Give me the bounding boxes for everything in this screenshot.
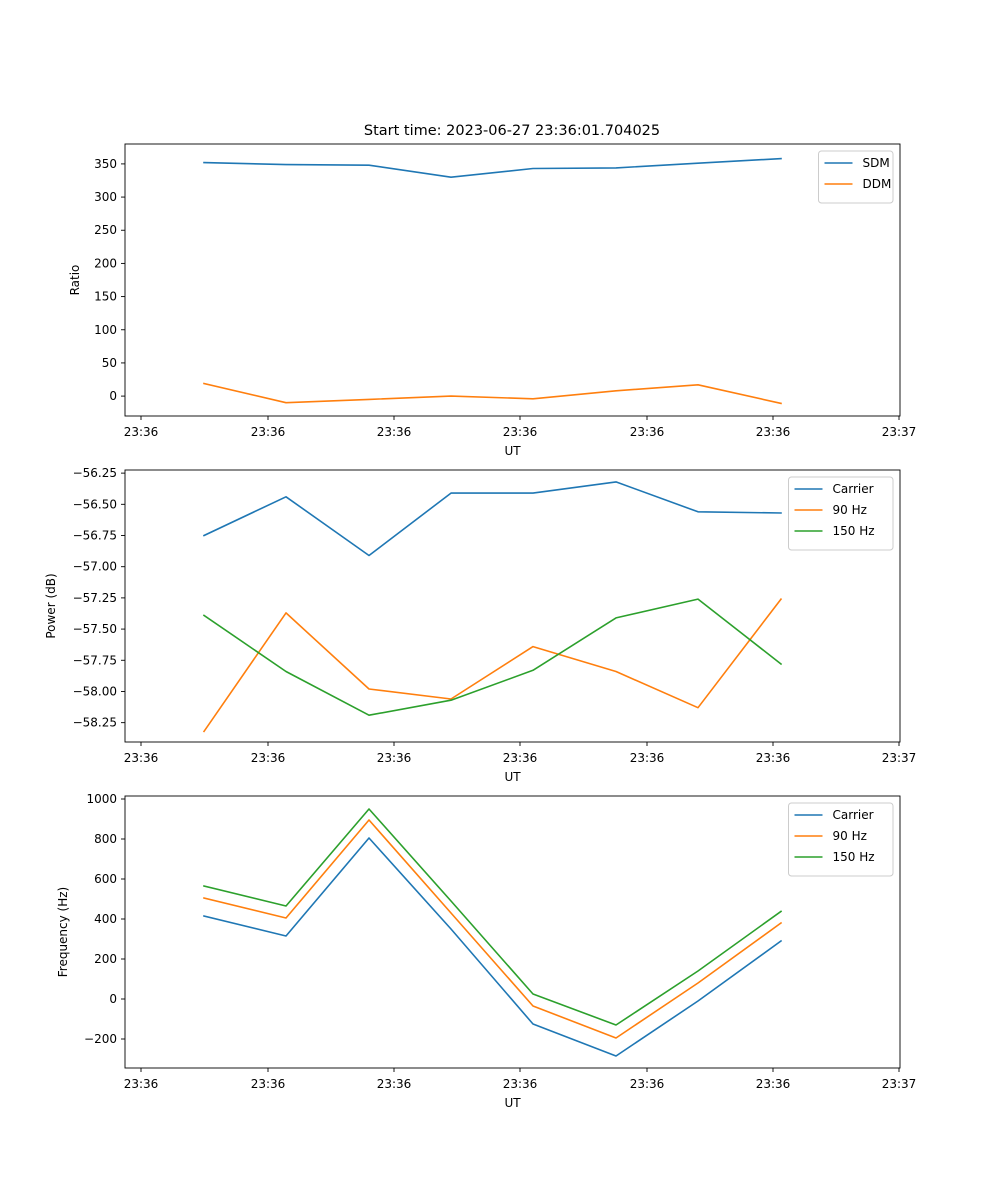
- panel-3-y-tick-label-4: 400: [94, 912, 117, 926]
- panel-1-y-tick-label-4: 150: [94, 290, 117, 304]
- panel-2-y-tick-label-8: −56.50: [73, 497, 117, 511]
- panel-2-series-line-3: [202, 598, 783, 717]
- panel-2-x-tick-label-4: 23:36: [503, 751, 538, 765]
- panel-2-series-line-2: [202, 597, 783, 733]
- panel-2-x-axis-label: UT: [504, 770, 521, 784]
- panel-1-y-tick-label-2: 50: [102, 356, 117, 370]
- panel-3-series-line-1: [203, 837, 783, 1057]
- panel-3-series-line-2: [203, 819, 783, 1039]
- panel-3-x-tick-label-5: 23:36: [630, 1077, 665, 1091]
- panel-2-x-tick-label-7: 23:37: [882, 751, 917, 765]
- panel-1-series-line-2: [203, 382, 782, 405]
- panel-1-series-line-1: [203, 157, 782, 178]
- panel-2-y-tick-label-4: −57.50: [73, 622, 117, 636]
- panel-2-y-tick-label-2: −58.00: [73, 684, 117, 698]
- panel-1-y-tick-label-6: 250: [94, 223, 117, 237]
- panel-3-axes-frame: [124, 795, 901, 1069]
- panel-2-legend-label-1: Carrier: [833, 482, 874, 496]
- panel-1-x-tick-label-2: 23:36: [251, 425, 286, 439]
- panel-2-series-line-1: [202, 481, 782, 557]
- panel-3-x-tick-label-2: 23:36: [251, 1077, 286, 1091]
- panel-3-x-tick-label-6: 23:36: [756, 1077, 791, 1091]
- panel-2-y-tick-label-1: −58.25: [73, 716, 117, 730]
- panel-3-y-tick-label-3: 200: [94, 952, 117, 966]
- panel-2-legend-label-3: 150 Hz: [833, 524, 875, 538]
- panel-3-x-tick-label-3: 23:36: [377, 1077, 412, 1091]
- panel-1-y-tick-label-1: 0: [109, 389, 117, 403]
- panel-1-legend-box: [818, 150, 894, 204]
- panel-3-series-line-3: [203, 808, 783, 1026]
- panel-1-x-axis-label: UT: [504, 444, 521, 458]
- panel-3-y-tick-label-5: 600: [94, 872, 117, 886]
- panel-2-y-tick-label-7: −56.75: [73, 529, 117, 543]
- panel-1-y-tick-label-5: 200: [94, 256, 117, 270]
- panel-3-x-tick-label-4: 23:36: [503, 1077, 538, 1091]
- panel-3-y-tick-label-7: 1000: [86, 792, 117, 806]
- panel-1-legend-label-1: SDM: [863, 156, 890, 170]
- panel-1-y-tick-label-8: 350: [94, 157, 117, 171]
- panel-3-y-tick-label-2: 0: [109, 992, 117, 1006]
- panel-1-x-tick-label-6: 23:36: [756, 425, 791, 439]
- panel-1-x-tick-label-5: 23:36: [630, 425, 665, 439]
- panel-2-x-tick-label-6: 23:36: [756, 751, 791, 765]
- panel-2-y-tick-label-3: −57.75: [73, 653, 117, 667]
- panel-1-legend-label-2: DDM: [863, 177, 892, 191]
- panel-1-y-axis-label: Ratio: [68, 265, 82, 296]
- panel-1-y-tick-label-7: 300: [94, 190, 117, 204]
- panel-2-y-tick-label-6: −57.00: [73, 560, 117, 574]
- panel-3-legend-label-1: Carrier: [833, 808, 874, 822]
- panel-2-x-tick-label-1: 23:36: [124, 751, 159, 765]
- figure-title: Start time: 2023-06-27 23:36:01.704025: [364, 123, 660, 139]
- panel-2-y-tick-label-9: −56.25: [73, 466, 117, 480]
- panel-2-legend-label-2: 90 Hz: [833, 503, 867, 517]
- panel-3-legend-label-2: 90 Hz: [833, 829, 867, 843]
- panel-2-y-axis-label: Power (dB): [44, 573, 58, 638]
- panel-2-x-tick-label-2: 23:36: [251, 751, 286, 765]
- panel-1-x-tick-label-1: 23:36: [124, 425, 159, 439]
- panel-2-axes-frame: [124, 469, 901, 743]
- panel-3-y-tick-label-1: −200: [84, 1032, 117, 1046]
- panel-3-x-tick-label-1: 23:36: [124, 1077, 159, 1091]
- panel-3-y-axis-label: Frequency (Hz): [56, 887, 70, 978]
- panel-1-x-tick-label-3: 23:36: [377, 425, 412, 439]
- panel-1-x-tick-label-7: 23:37: [882, 425, 917, 439]
- panel-2-x-tick-label-5: 23:36: [630, 751, 665, 765]
- panel-3-y-tick-label-6: 800: [94, 832, 117, 846]
- panel-3-x-tick-label-7: 23:37: [882, 1077, 917, 1091]
- panel-1-y-tick-label-3: 100: [94, 323, 117, 337]
- panel-1-axes-frame: [124, 143, 901, 417]
- panel-3-x-axis-label: UT: [504, 1096, 521, 1110]
- panel-3-legend-label-3: 150 Hz: [833, 850, 875, 864]
- panel-2-y-tick-label-5: −57.25: [73, 591, 117, 605]
- panel-1-x-tick-label-4: 23:36: [503, 425, 538, 439]
- panel-2-x-tick-label-3: 23:36: [377, 751, 412, 765]
